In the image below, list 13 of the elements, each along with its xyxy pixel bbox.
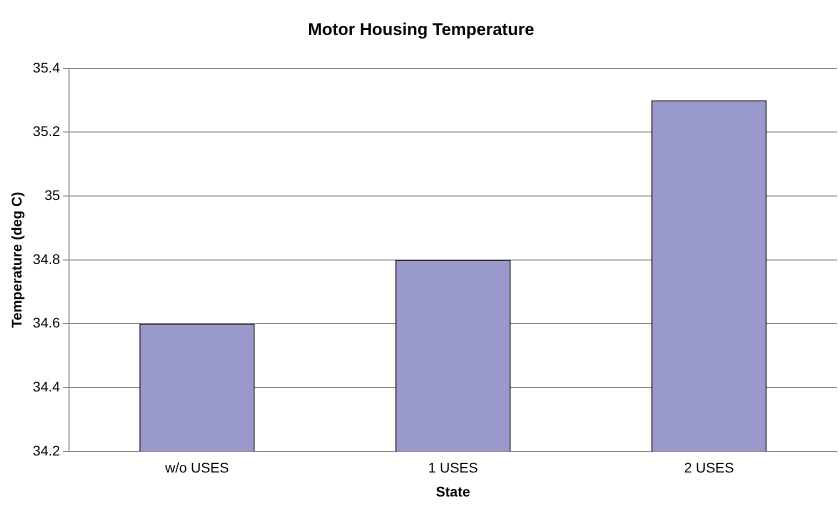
x-axis-title: State [436, 483, 470, 500]
chart-title: Motor Housing Temperature [308, 20, 534, 39]
x-tick-label: 1 USES [428, 460, 478, 476]
y-tick-label: 35 [44, 186, 60, 203]
y-tick-label: 34.8 [32, 250, 60, 267]
y-tick-label: 34.4 [32, 378, 60, 394]
x-tick-label: 2 USES [684, 460, 734, 476]
y-axis-title: Temperature (deg C) [8, 192, 24, 328]
y-tick-label: 35.2 [32, 123, 60, 140]
y-tick-label: 34.2 [32, 442, 60, 458]
y-tick-label: 35.4 [32, 59, 60, 76]
x-tick-label: w/o USES [164, 460, 229, 476]
y-tick-label: 34.6 [32, 314, 60, 331]
